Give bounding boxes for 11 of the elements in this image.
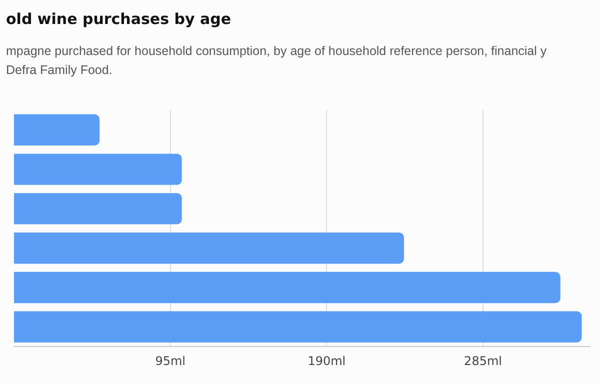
bar xyxy=(14,193,182,224)
x-tick-label: 190ml xyxy=(308,354,346,368)
x-tick-label: 285ml xyxy=(464,354,502,368)
bar xyxy=(14,154,182,185)
bar xyxy=(14,272,560,304)
chart-title: old wine purchases by age xyxy=(6,10,232,28)
x-tick-label: 95ml xyxy=(155,354,186,368)
bar xyxy=(14,311,582,343)
chart-subtitle: mpagne purchased for household consumption, by age of household reference person, financial y Defra Family Food. xyxy=(6,43,547,79)
bar xyxy=(14,232,404,264)
bar xyxy=(14,114,100,146)
